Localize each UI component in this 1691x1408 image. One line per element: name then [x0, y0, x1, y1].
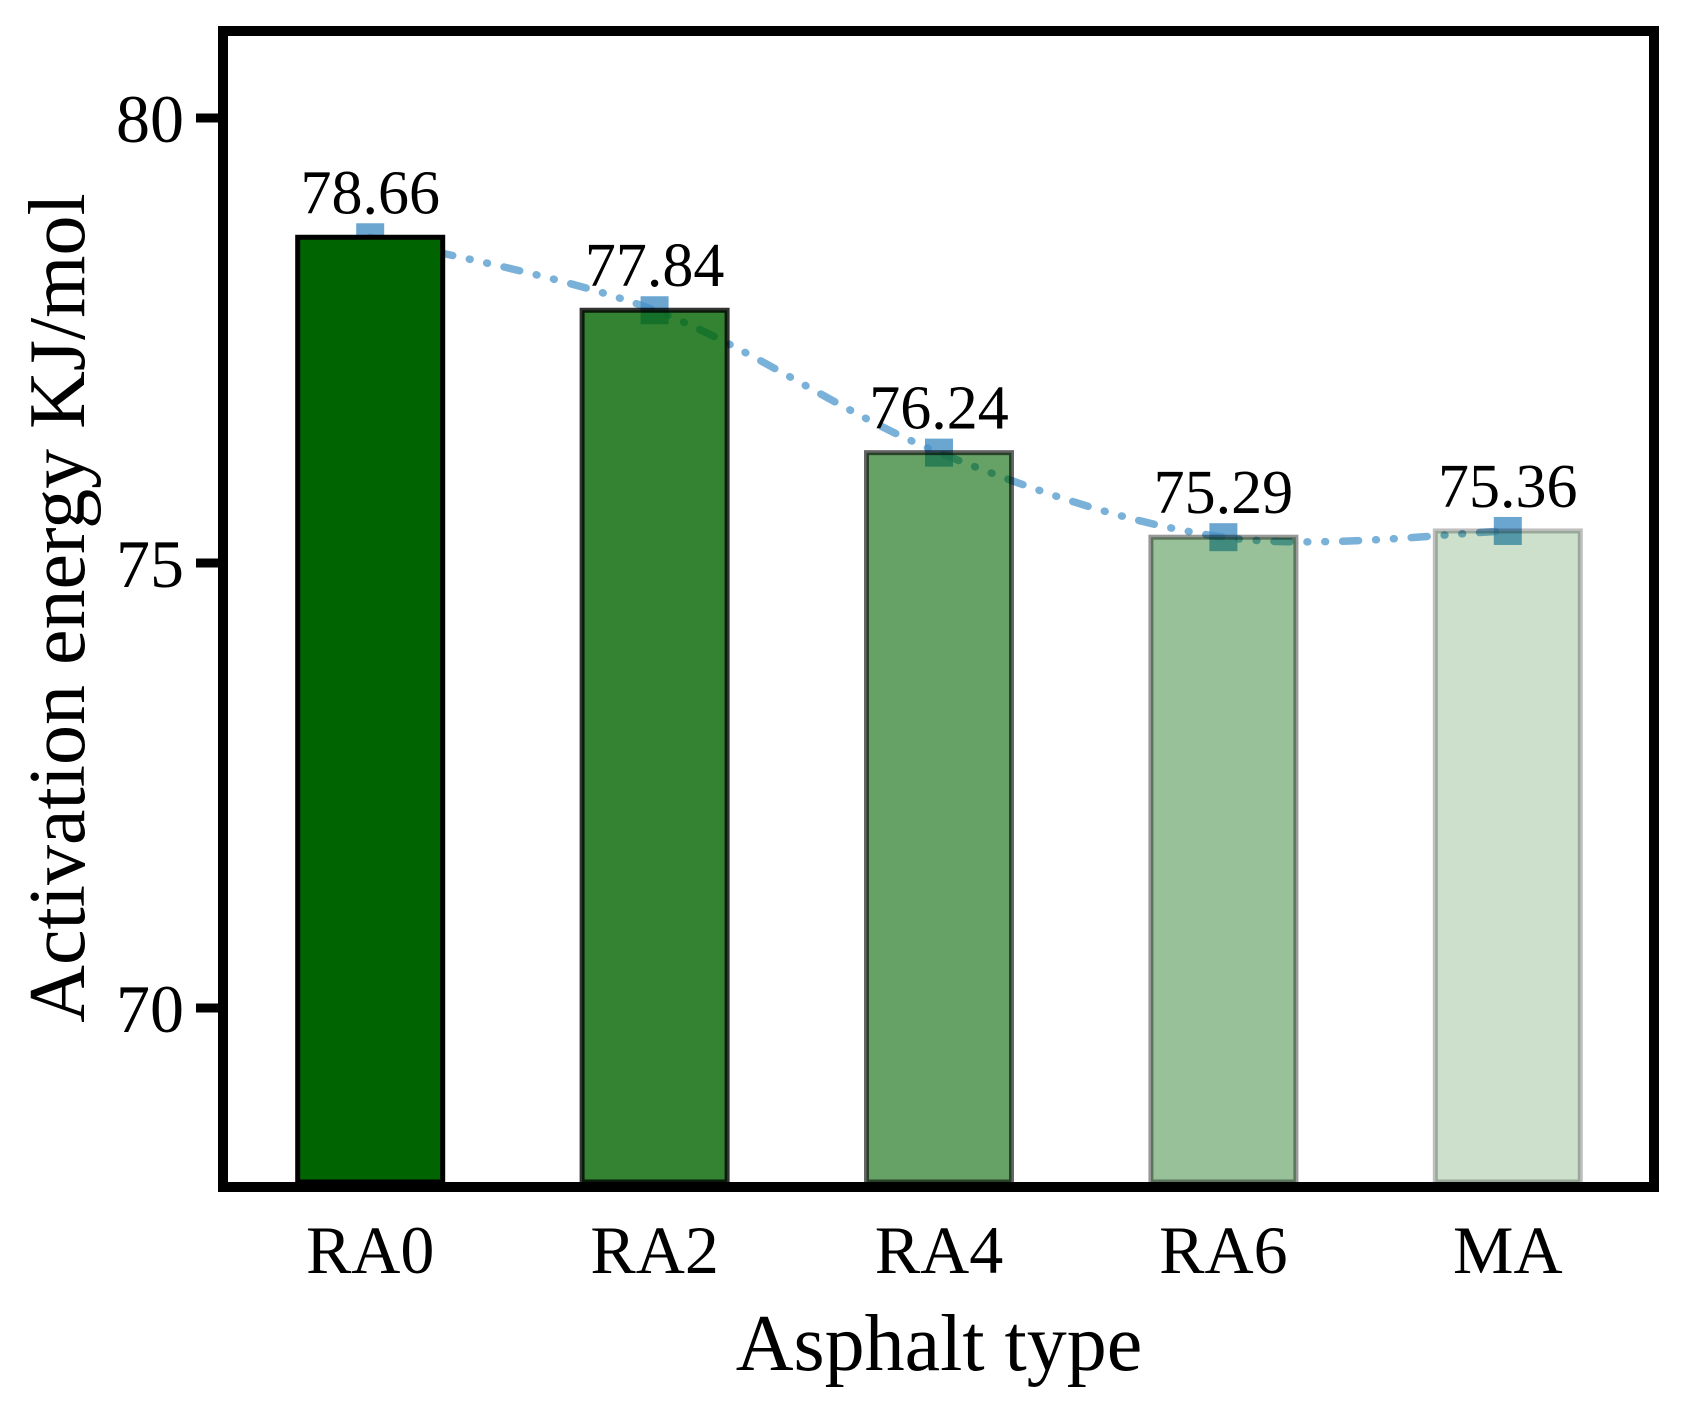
x-tick-label-RA6: RA6 — [1159, 1212, 1287, 1288]
bars-layer — [295, 234, 1583, 1185]
bar-MA — [1432, 528, 1583, 1185]
x-axis-tick-labels: RA0 RA2 RA4 RA6 MA — [306, 1212, 1563, 1288]
bar-RA0 — [295, 234, 446, 1185]
y-axis-title: Activation energy KJ/mol — [14, 193, 102, 1023]
value-label-RA6: 75.29 — [1154, 459, 1294, 527]
x-tick-label-RA4: RA4 — [875, 1212, 1003, 1288]
x-axis-title: Asphalt type — [736, 1300, 1143, 1388]
x-tick-label-RA0: RA0 — [306, 1212, 434, 1288]
plot-frame — [218, 26, 1659, 1192]
value-label-RA4: 76.24 — [869, 375, 1009, 443]
bar-RA6 — [1148, 534, 1299, 1185]
value-label-MA: 75.36 — [1438, 453, 1578, 521]
y-tick-label-75: 75 — [116, 526, 184, 602]
y-tick-label-70: 70 — [116, 971, 184, 1047]
x-tick-label-MA: MA — [1453, 1212, 1563, 1288]
value-label-RA0: 78.66 — [300, 159, 440, 227]
y-tick-label-80: 80 — [116, 81, 184, 157]
marker-MA — [1493, 516, 1522, 545]
bar-value-labels: 78.66 77.84 76.24 75.29 75.36 — [300, 159, 1577, 527]
marker-RA6 — [1209, 523, 1238, 552]
bar-RA4 — [864, 450, 1014, 1185]
x-tick-label-RA2: RA2 — [590, 1212, 718, 1288]
value-label-RA2: 77.84 — [585, 232, 725, 300]
bar-RA2 — [579, 307, 730, 1185]
y-axis-ticks: 70 75 80 — [116, 81, 218, 1047]
trend-line — [366, 233, 1512, 546]
